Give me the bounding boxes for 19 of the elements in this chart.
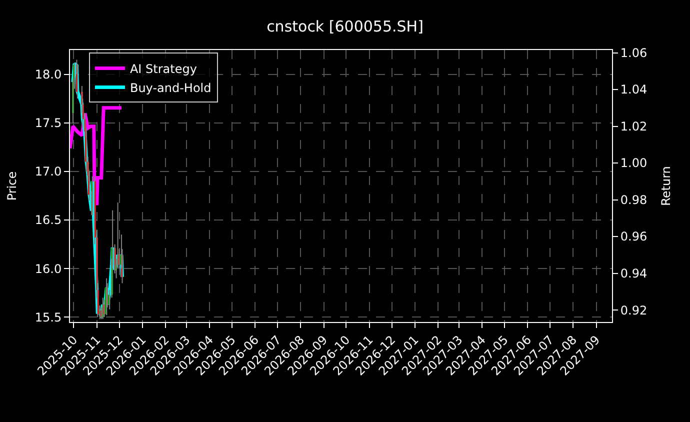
y2-tick-label: 1.02: [620, 119, 648, 134]
y2-tick-label: 0.96: [620, 230, 648, 244]
y-tick-label: 17.5: [34, 116, 62, 130]
y2-tick-label: 1.04: [620, 82, 648, 97]
y-tick-label: 17.0: [34, 164, 62, 179]
y2-tick-label: 1.00: [620, 156, 648, 170]
y-tick-label: 15.5: [34, 310, 62, 324]
legend-label: Buy-and-Hold: [130, 80, 212, 95]
chart-title: cnstock [600055.SH]: [266, 18, 424, 36]
y2-tick-label: 0.98: [620, 192, 648, 207]
y2-tick-label: 0.92: [620, 303, 648, 318]
y-tick-label: 16.5: [34, 213, 62, 228]
y2-tick-label: 0.94: [620, 266, 648, 280]
y-axis-title: Price: [5, 171, 20, 201]
y2-axis-title: Return: [659, 166, 674, 206]
y-tick-label: 18.0: [34, 67, 62, 82]
y-tick-label: 16.0: [34, 262, 62, 276]
y2-tick-label: 1.06: [620, 46, 648, 60]
legend-label: AI Strategy: [130, 62, 197, 76]
